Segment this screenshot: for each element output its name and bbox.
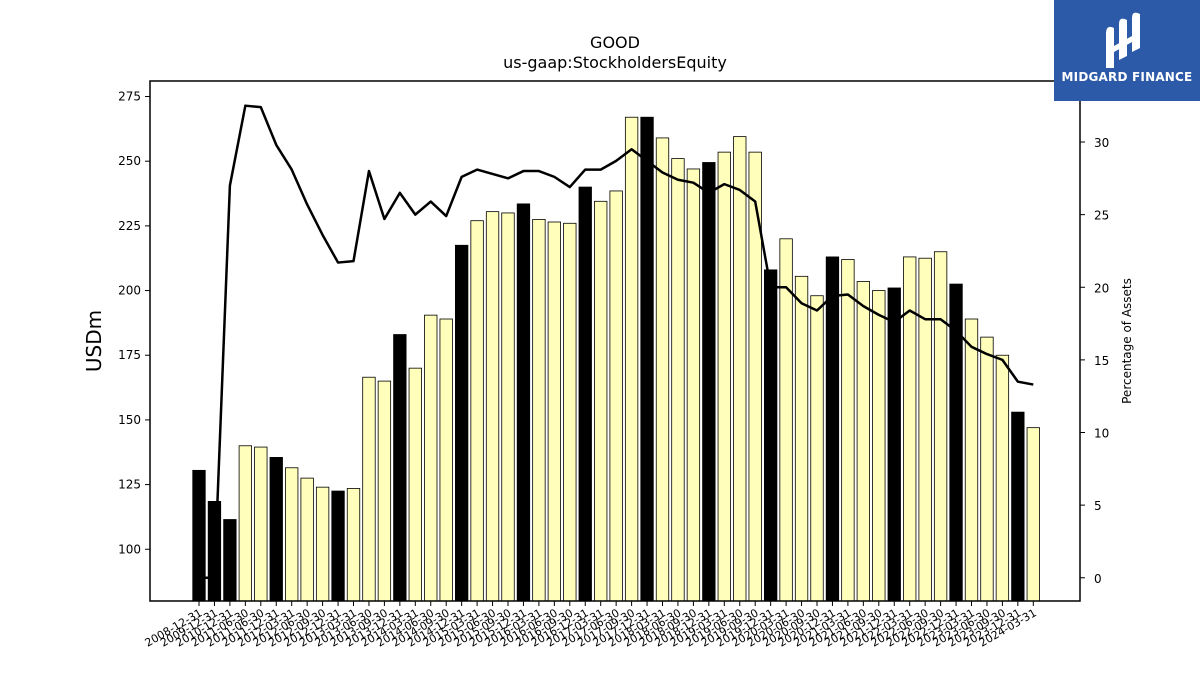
bar-2017-09-30 bbox=[624, 116, 639, 602]
bar-2016-09-30 bbox=[563, 222, 577, 602]
bar-2022-03-31 bbox=[903, 256, 917, 602]
y2-tick-label: 20 bbox=[1094, 281, 1109, 295]
bar-2020-12-31 bbox=[825, 256, 840, 602]
percentage-line bbox=[199, 104, 1034, 580]
bar-2016-06-30 bbox=[547, 221, 561, 602]
y-tick-label: 225 bbox=[118, 219, 141, 233]
bar-2020-06-30 bbox=[794, 275, 809, 602]
bar-2012-12-31 bbox=[331, 490, 345, 602]
bar-2017-12-31 bbox=[640, 116, 654, 602]
bar-2014-12-31 bbox=[454, 244, 469, 602]
bar-2019-12-31 bbox=[764, 269, 778, 602]
x-axis: 2008-12-312009-12-312010-12-312011-06-30… bbox=[143, 601, 1039, 650]
bar-2015-09-30 bbox=[501, 212, 515, 602]
bar-2011-06-30 bbox=[254, 446, 268, 602]
y2-tick-label: 10 bbox=[1094, 427, 1109, 441]
bar-group bbox=[192, 116, 1040, 602]
bar-2016-12-31 bbox=[578, 186, 592, 602]
bar-2023-12-31 bbox=[1011, 411, 1025, 602]
chart-subtitle: us-gaap:StockholdersEquity bbox=[503, 53, 727, 72]
bar-2019-06-30 bbox=[733, 136, 747, 602]
y2-tick-label: 5 bbox=[1094, 499, 1102, 513]
y-tick-label: 175 bbox=[118, 348, 141, 362]
y-tick-label: 200 bbox=[118, 284, 141, 298]
midgard-finance-logo: MIDGARD FINANCE bbox=[1054, 0, 1200, 101]
bar-2016-03-31 bbox=[532, 219, 546, 602]
y-axis-label: USDm bbox=[82, 310, 106, 372]
bar-2020-09-30 bbox=[810, 295, 824, 602]
line-group bbox=[199, 104, 1034, 580]
y2-tick-label: 25 bbox=[1094, 209, 1109, 223]
bar-2008-12-31 bbox=[192, 469, 206, 602]
bar-2021-12-31 bbox=[887, 287, 901, 602]
y-axis: 100 125 150 175 200 225 250 275 bbox=[118, 90, 150, 556]
y-tick-label: 275 bbox=[118, 90, 141, 104]
bar-2021-09-30 bbox=[872, 290, 886, 602]
bar-2018-03-31 bbox=[655, 137, 670, 602]
bar-2022-09-30 bbox=[933, 251, 948, 602]
y2-axis: 0 5 10 15 20 25 30 bbox=[1080, 136, 1109, 586]
bar-2015-06-30 bbox=[485, 211, 500, 602]
plot-frame bbox=[149, 80, 1081, 602]
bar-2014-09-30 bbox=[439, 318, 453, 602]
bar-2019-03-31 bbox=[717, 151, 731, 602]
bar-2017-03-31 bbox=[594, 200, 608, 602]
bar-2013-12-31 bbox=[393, 334, 407, 602]
bar-2010-12-31 bbox=[223, 519, 237, 602]
chart-title: GOOD bbox=[590, 33, 640, 52]
y2-tick-label: 30 bbox=[1094, 136, 1109, 150]
bar-2015-03-31 bbox=[470, 220, 484, 602]
bar-2012-06-30 bbox=[300, 477, 314, 602]
bar-2014-06-30 bbox=[424, 314, 438, 602]
bar-2017-06-30 bbox=[609, 190, 623, 602]
bar-2023-06-30 bbox=[980, 336, 994, 602]
bar-2023-09-30 bbox=[995, 354, 1010, 602]
bar-2014-03-31 bbox=[408, 367, 422, 602]
bar-2024-03-31 bbox=[1026, 427, 1040, 602]
bar-2023-03-31 bbox=[964, 318, 979, 602]
bar-2021-03-31 bbox=[841, 259, 855, 602]
y2-tick-label: 15 bbox=[1094, 354, 1109, 368]
y-tick-label: 150 bbox=[118, 413, 141, 427]
y-tick-label: 100 bbox=[118, 542, 141, 556]
y-tick-label: 250 bbox=[118, 154, 141, 168]
logo-text: MIDGARD FINANCE bbox=[1061, 70, 1193, 84]
bar-2021-06-30 bbox=[856, 281, 870, 602]
bar-2013-09-30 bbox=[377, 380, 392, 602]
y2-tick-label: 0 bbox=[1094, 572, 1102, 586]
bar-2018-06-30 bbox=[671, 158, 685, 602]
bar-2012-09-30 bbox=[315, 486, 330, 602]
bar-2022-06-30 bbox=[918, 257, 932, 602]
bar-2012-03-31 bbox=[285, 467, 299, 602]
y-tick-label: 125 bbox=[118, 478, 141, 492]
bar-2013-03-31 bbox=[346, 488, 361, 602]
y2-axis-label: Percentage of Assets bbox=[1120, 278, 1134, 404]
bar-2011-03-31 bbox=[238, 445, 253, 602]
bar-2015-12-31 bbox=[516, 203, 531, 602]
midgard-logo-icon bbox=[1106, 12, 1140, 68]
bar-2018-12-31 bbox=[702, 162, 716, 602]
bar-2011-12-31 bbox=[269, 457, 283, 602]
bar-2013-06-30 bbox=[362, 376, 376, 602]
bar-2018-09-30 bbox=[686, 168, 701, 602]
